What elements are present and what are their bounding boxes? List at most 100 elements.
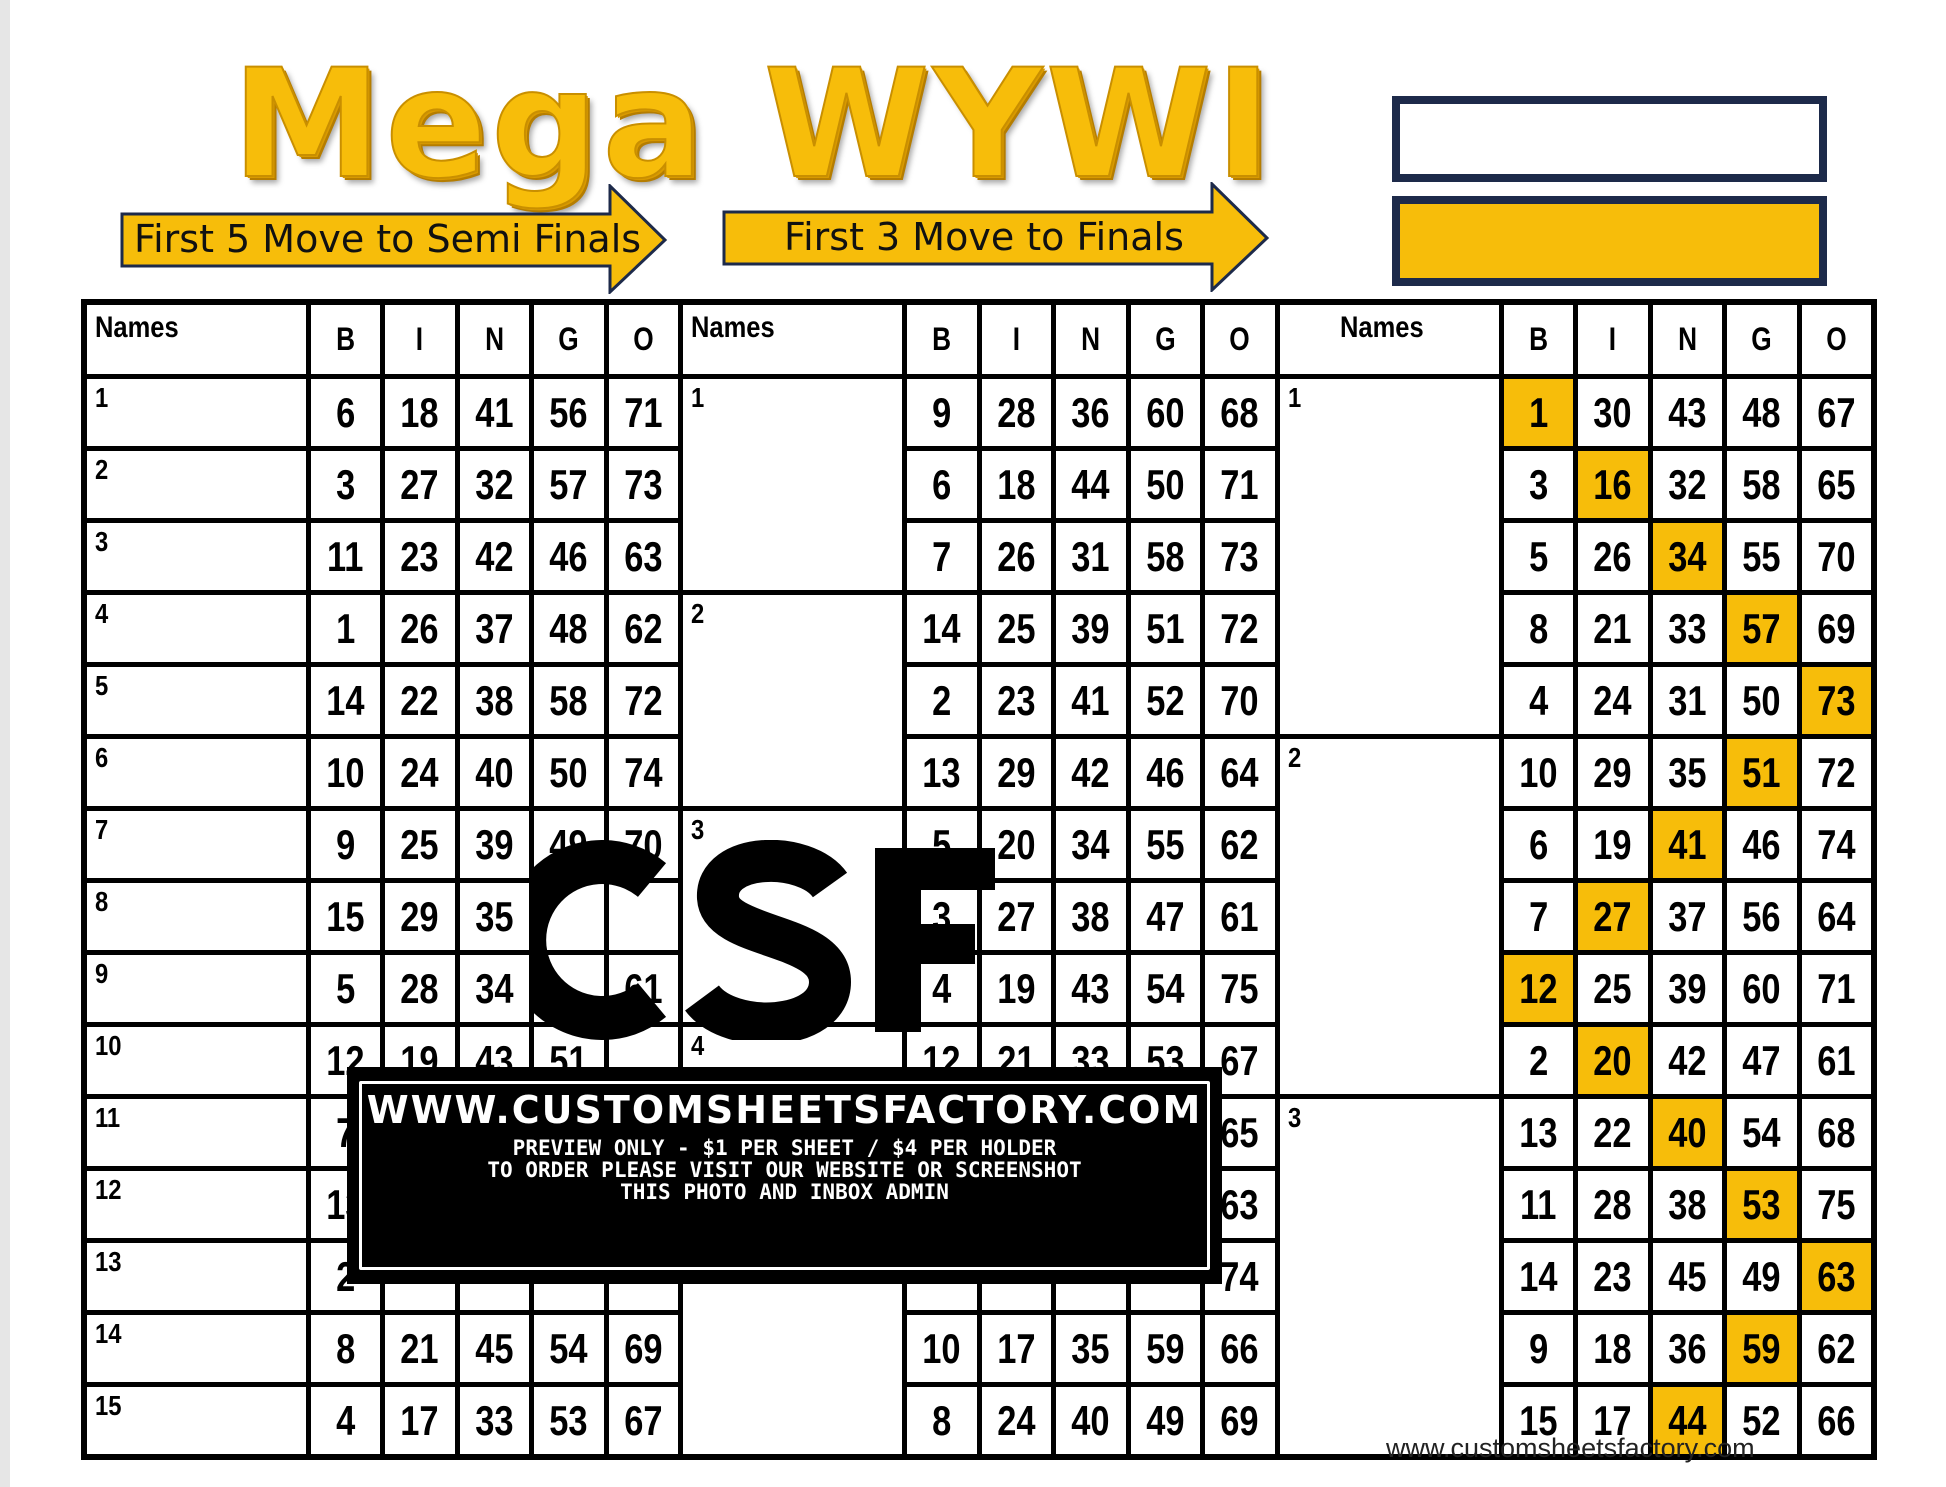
name-cell[interactable]: 1 xyxy=(81,374,311,451)
number-cell-text: 55 xyxy=(1146,820,1185,868)
number-cell: 39 xyxy=(1647,950,1727,1027)
number-cell: 33 xyxy=(454,1382,534,1460)
number-cell: 58 xyxy=(1722,446,1802,523)
name-cell[interactable]: 9 xyxy=(81,950,311,1027)
number-cell-text: 24 xyxy=(1593,676,1632,724)
table-row: 15 4 17 33 53 67 8 24 40 49 69 15 17 44 52 66 xyxy=(81,1382,1876,1460)
number-cell: 48 xyxy=(1722,374,1802,451)
name-cell[interactable]: 8 xyxy=(81,878,311,955)
number-cell: 73 xyxy=(1200,518,1280,595)
name-cell-text: 8 xyxy=(95,886,109,917)
number-cell-text: 39 xyxy=(1071,604,1110,652)
number-cell-text: 32 xyxy=(475,460,514,508)
number-cell: 69 xyxy=(603,1310,683,1387)
number-cell: 45 xyxy=(1647,1238,1727,1315)
name-cell[interactable]: 11 xyxy=(81,1094,311,1171)
number-cell: 7 xyxy=(902,518,982,595)
name-cell[interactable]: 14 xyxy=(81,1310,311,1387)
column-header-g: G xyxy=(1125,299,1205,379)
page-edge xyxy=(0,0,10,1487)
name-cell[interactable]: 1 xyxy=(678,374,907,595)
number-cell-text: 40 xyxy=(1668,1108,1707,1156)
number-cell: 43 xyxy=(1647,374,1727,451)
name-cell[interactable]: 3 xyxy=(1274,1094,1504,1460)
number-cell-text: 52 xyxy=(1146,676,1185,724)
name-cell-text: 3 xyxy=(95,526,109,557)
number-cell-text: 4 xyxy=(932,964,952,1012)
name-cell[interactable]: 5 xyxy=(81,662,311,739)
number-cell: 26 xyxy=(380,590,460,667)
number-cell: 25 xyxy=(976,590,1056,667)
number-cell: 9 xyxy=(305,806,385,883)
name-cell[interactable]: 1 xyxy=(1274,374,1504,739)
number-cell-text: 56 xyxy=(1742,892,1781,940)
name-cell[interactable]: 4 xyxy=(81,590,311,667)
watermark-letter-f-top xyxy=(875,848,995,890)
number-cell-text: 14 xyxy=(1519,1252,1558,1300)
number-cell-highlighted: 57 xyxy=(1722,590,1802,667)
number-cell-text: 67 xyxy=(1220,1036,1259,1084)
number-cell-text: 72 xyxy=(1816,748,1856,796)
name-cell[interactable]: 2 xyxy=(81,446,311,523)
number-cell-text: 34 xyxy=(475,964,514,1012)
number-cell-text: 70 xyxy=(1816,532,1856,580)
number-cell: 36 xyxy=(1647,1310,1727,1387)
number-cell-highlighted: 20 xyxy=(1573,1022,1653,1099)
number-cell-text: 72 xyxy=(1220,604,1259,652)
name-cell[interactable]: 2 xyxy=(1274,734,1504,1099)
number-cell: 38 xyxy=(454,662,534,739)
number-cell-text: 25 xyxy=(1593,964,1632,1012)
number-cell-text: 53 xyxy=(1742,1180,1781,1228)
number-cell: 73 xyxy=(603,446,683,523)
column-header-i: I xyxy=(380,299,460,379)
number-cell-text: 40 xyxy=(475,748,514,796)
name-cell[interactable]: 10 xyxy=(81,1022,311,1099)
number-cell-text: 25 xyxy=(400,820,439,868)
number-cell: 65 xyxy=(1796,446,1876,523)
number-cell-text: 26 xyxy=(1593,532,1632,580)
table-row: 5 14 22 38 58 72 2 23 41 52 70 4 24 31 50 73 xyxy=(81,662,1876,739)
number-cell-text: 9 xyxy=(932,388,952,436)
number-cell: 25 xyxy=(1573,950,1653,1027)
number-cell-text: 31 xyxy=(1071,532,1110,580)
number-cell: 67 xyxy=(603,1382,683,1460)
number-cell: 19 xyxy=(1573,806,1653,883)
number-cell: 23 xyxy=(380,518,460,595)
column-header-n-text: N xyxy=(484,321,504,357)
watermark-logo-graphic xyxy=(502,839,995,1045)
name-cell[interactable]: 3 xyxy=(81,518,311,595)
number-cell: 19 xyxy=(976,950,1056,1027)
name-cell-text: 15 xyxy=(95,1390,122,1421)
number-cell-highlighted: 40 xyxy=(1647,1094,1727,1171)
number-cell: 13 xyxy=(902,734,982,811)
number-cell: 24 xyxy=(380,734,460,811)
footer-url: www.customsheetsfactory.com xyxy=(1386,1433,1755,1463)
number-cell: 21 xyxy=(1573,590,1653,667)
number-cell: 24 xyxy=(976,1382,1056,1460)
name-cell[interactable]: 6 xyxy=(81,734,311,811)
number-cell-text: 10 xyxy=(922,1324,961,1372)
name-cell[interactable]: 7 xyxy=(81,806,311,883)
name-cell[interactable]: 12 xyxy=(81,1166,311,1243)
number-cell: 37 xyxy=(454,590,534,667)
number-cell: 36 xyxy=(1051,374,1131,451)
number-cell-text: 49 xyxy=(1742,1252,1781,1300)
number-cell-text: 18 xyxy=(400,388,439,436)
number-cell-text: 17 xyxy=(400,1396,439,1444)
name-cell[interactable]: 2 xyxy=(678,590,907,811)
number-cell: 42 xyxy=(454,518,534,595)
name-cell[interactable]: 15 xyxy=(81,1382,311,1460)
number-cell-text: 26 xyxy=(997,532,1036,580)
number-cell: 68 xyxy=(1796,1094,1876,1171)
number-cell-text: 18 xyxy=(1593,1324,1632,1372)
name-cell-text: 9 xyxy=(95,958,109,989)
number-cell: 35 xyxy=(1647,734,1727,811)
name-cell[interactable]: 13 xyxy=(81,1238,311,1315)
name-cell-text: 3 xyxy=(691,814,705,845)
number-cell: 46 xyxy=(1722,806,1802,883)
number-cell-text: 27 xyxy=(1593,892,1632,940)
names-header-text: Names xyxy=(95,311,179,344)
name-cell-text: 14 xyxy=(95,1318,122,1349)
number-cell: 40 xyxy=(1051,1382,1131,1460)
table-row: 2 3 27 32 57 73 6 18 44 50 71 3 16 32 58 65 xyxy=(81,446,1876,523)
